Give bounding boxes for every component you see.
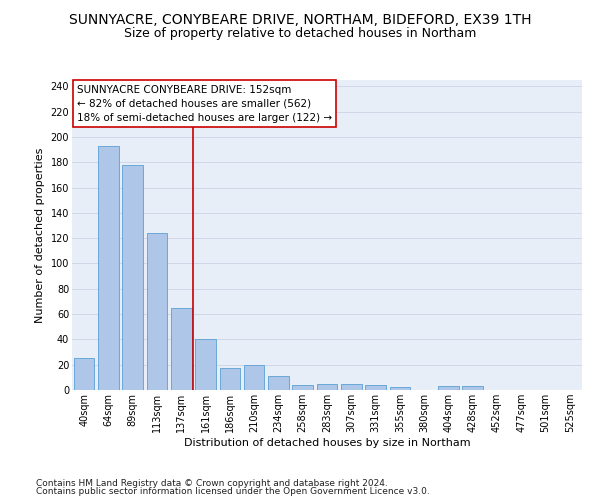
Bar xyxy=(463,386,483,390)
Text: Contains HM Land Registry data © Crown copyright and database right 2024.: Contains HM Land Registry data © Crown c… xyxy=(36,478,388,488)
Bar xyxy=(146,233,167,390)
Text: Size of property relative to detached houses in Northam: Size of property relative to detached ho… xyxy=(124,28,476,40)
Text: SUNNYACRE, CONYBEARE DRIVE, NORTHAM, BIDEFORD, EX39 1TH: SUNNYACRE, CONYBEARE DRIVE, NORTHAM, BID… xyxy=(69,12,531,26)
Bar xyxy=(74,358,94,390)
Bar xyxy=(98,146,119,390)
Bar xyxy=(389,388,410,390)
Bar xyxy=(365,385,386,390)
Bar xyxy=(244,364,265,390)
Bar xyxy=(438,386,459,390)
Bar xyxy=(122,165,143,390)
Y-axis label: Number of detached properties: Number of detached properties xyxy=(35,148,45,322)
Bar xyxy=(292,385,313,390)
Bar xyxy=(268,376,289,390)
Bar xyxy=(195,340,216,390)
Bar xyxy=(317,384,337,390)
Bar xyxy=(171,308,191,390)
X-axis label: Distribution of detached houses by size in Northam: Distribution of detached houses by size … xyxy=(184,438,470,448)
Text: Contains public sector information licensed under the Open Government Licence v3: Contains public sector information licen… xyxy=(36,487,430,496)
Bar xyxy=(220,368,240,390)
Text: SUNNYACRE CONYBEARE DRIVE: 152sqm
← 82% of detached houses are smaller (562)
18%: SUNNYACRE CONYBEARE DRIVE: 152sqm ← 82% … xyxy=(77,84,332,122)
Bar xyxy=(341,384,362,390)
